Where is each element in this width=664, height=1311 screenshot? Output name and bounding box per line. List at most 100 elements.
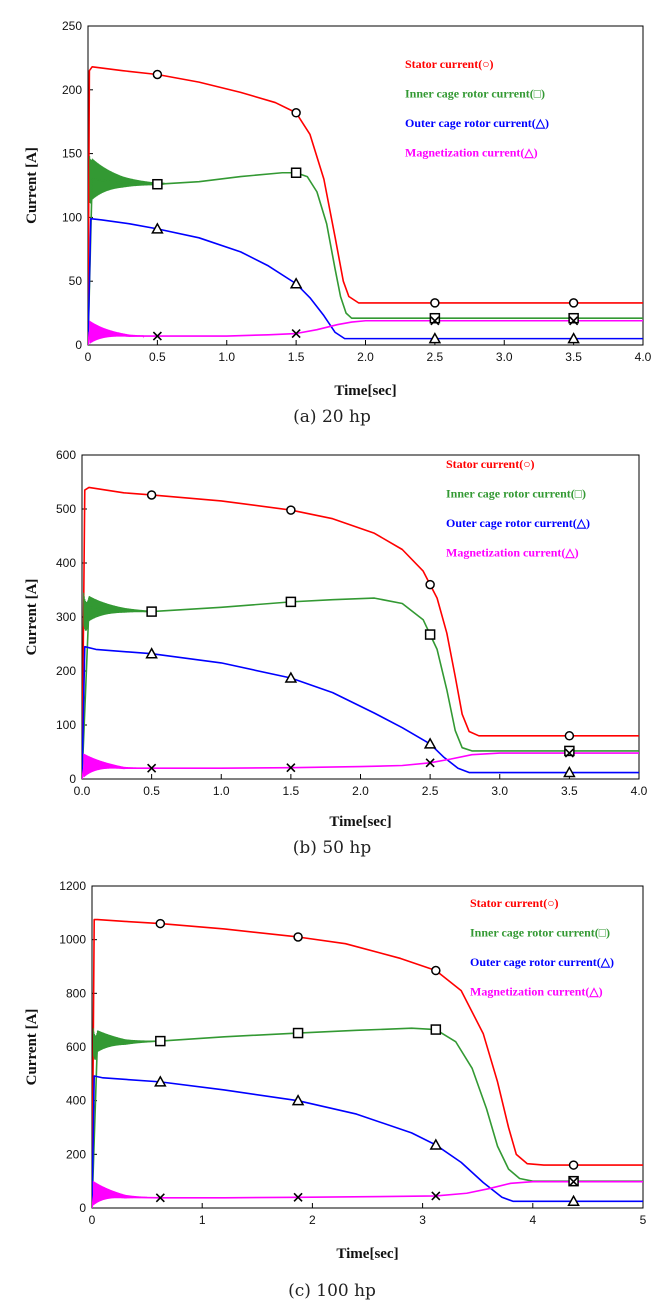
data-marker-circle bbox=[152, 69, 163, 80]
y-tick-label: 0 bbox=[69, 772, 76, 786]
data-marker-x bbox=[155, 1193, 165, 1203]
legend-entry-magnetization-current: Magnetization current(△) bbox=[446, 546, 579, 560]
data-marker-x bbox=[152, 331, 162, 341]
x-tick-label: 1.5 bbox=[288, 350, 305, 364]
plot-frame bbox=[87, 25, 644, 346]
series-line-outer-cage-rotor-current bbox=[82, 645, 639, 779]
data-marker-circle bbox=[293, 932, 303, 942]
x-tick-label: 4 bbox=[529, 1213, 536, 1227]
data-marker-triangle bbox=[151, 222, 164, 234]
x-tick-label: 2.5 bbox=[427, 350, 444, 364]
data-marker-x bbox=[293, 1192, 303, 1202]
x-tick-label: 1 bbox=[199, 1213, 206, 1227]
chart-caption: (a) 20 hp bbox=[293, 407, 371, 427]
x-tick-label: 1.5 bbox=[283, 784, 300, 798]
series-line-inner-cage-rotor-current bbox=[92, 1027, 643, 1208]
x-tick-label: 3.5 bbox=[561, 784, 578, 798]
data-marker-square bbox=[568, 312, 579, 324]
y-axis-label: Current [A] bbox=[24, 1009, 40, 1086]
data-marker-triangle bbox=[291, 1094, 305, 1106]
y-tick-label: 600 bbox=[56, 448, 76, 462]
x-tick-label: 4.0 bbox=[631, 784, 648, 798]
chart-panel-a: 0 0.5 1.0 1.5 2.0 2.5 3.0 3.5 4.0 0 50 100 150 200 250… bbox=[0, 0, 664, 440]
data-marker-triangle bbox=[567, 332, 580, 344]
data-marker-x bbox=[425, 758, 435, 768]
chart-panel-c: 0 1 2 3 4 5 0 200 400 600 800 1000 1200 Time[sec] Curr… bbox=[0, 873, 664, 1311]
data-marker-circle bbox=[564, 731, 575, 741]
y-tick-label: 600 bbox=[66, 1040, 86, 1054]
x-axis-label: Time[sec] bbox=[336, 1246, 398, 1262]
chart-panel-b: 0.0 0.5 1.0 1.5 2.0 2.5 3.0 3.5 4.0 0 100 200 300 400… bbox=[0, 445, 664, 875]
y-tick-label: 0 bbox=[75, 338, 82, 352]
x-tick-label: 3.5 bbox=[565, 350, 582, 364]
series-line-magnetization-current bbox=[82, 752, 639, 779]
data-marker-x bbox=[286, 763, 296, 773]
data-marker-circle bbox=[155, 918, 166, 929]
x-tick-label: 3.0 bbox=[491, 784, 508, 798]
series-line-magnetization-current bbox=[92, 1180, 643, 1208]
data-marker-square bbox=[290, 167, 302, 178]
data-marker-x bbox=[569, 1177, 579, 1187]
series-line-inner-cage-rotor-current bbox=[82, 597, 639, 779]
legend-entry-outer-cage-rotor-current: Outer cage rotor current(△) bbox=[446, 516, 590, 530]
legend-entry-magnetization-current: Magnetization current(△) bbox=[405, 146, 538, 160]
x-tick-label: 4.0 bbox=[635, 350, 652, 364]
data-marker-x bbox=[430, 316, 440, 326]
data-marker-square bbox=[429, 312, 441, 324]
series-line-stator-current bbox=[82, 486, 639, 779]
data-marker-circle bbox=[291, 108, 301, 118]
y-tick-label: 400 bbox=[66, 1094, 86, 1108]
data-marker-square bbox=[292, 1027, 304, 1039]
series-transient-magnetization-current bbox=[83, 753, 139, 778]
data-marker-circle bbox=[286, 505, 296, 515]
y-tick-label: 200 bbox=[56, 664, 76, 678]
y-tick-label: 150 bbox=[62, 147, 82, 161]
x-tick-label: 3 bbox=[419, 1213, 426, 1227]
y-tick-label: 200 bbox=[66, 1147, 86, 1161]
x-tick-label: 0.0 bbox=[74, 784, 91, 798]
series-line-magnetization-current bbox=[88, 319, 643, 345]
y-tick-label: 400 bbox=[56, 556, 76, 570]
data-marker-circle bbox=[568, 1160, 579, 1170]
y-tick-label: 0 bbox=[79, 1201, 86, 1215]
chart-b-svg: 0.0 0.5 1.0 1.5 2.0 2.5 3.0 3.5 4.0 0 100 200 300 400… bbox=[24, 448, 648, 830]
y-tick-label: 800 bbox=[66, 986, 86, 1000]
data-marker-circle bbox=[425, 579, 435, 590]
plot-frame bbox=[81, 454, 640, 780]
data-marker-circle bbox=[568, 298, 579, 308]
data-marker-triangle bbox=[429, 1138, 443, 1150]
chart-c-svg: 0 1 2 3 4 5 0 200 400 600 800 1000 1200 Time[sec] Curr… bbox=[24, 879, 647, 1262]
series-line-inner-cage-rotor-current bbox=[88, 171, 643, 345]
x-tick-label: 0.5 bbox=[149, 350, 166, 364]
x-tick-label: 3.0 bbox=[496, 350, 513, 364]
y-tick-label: 250 bbox=[62, 19, 82, 33]
chart-caption: (c) 100 hp bbox=[288, 1281, 376, 1301]
x-tick-label: 5 bbox=[640, 1213, 647, 1227]
x-tick-label: 2.0 bbox=[357, 350, 374, 364]
data-marker-triangle bbox=[145, 647, 158, 659]
data-marker-square bbox=[152, 178, 163, 190]
y-axis-label: Current [A] bbox=[24, 147, 40, 224]
data-marker-square bbox=[430, 1024, 442, 1035]
data-marker-triangle bbox=[423, 737, 437, 749]
x-tick-label: 0.5 bbox=[143, 784, 160, 798]
x-tick-label: 0 bbox=[85, 350, 92, 364]
y-axis-label: Current [A] bbox=[24, 579, 40, 656]
x-tick-label: 2.5 bbox=[422, 784, 439, 798]
x-tick-label: 1.0 bbox=[218, 350, 235, 364]
legend-entry-magnetization-current: Magnetization current(△) bbox=[470, 985, 603, 999]
legend-entry-stator-current: Stator current(○) bbox=[405, 57, 493, 71]
x-axis-label: Time[sec] bbox=[334, 383, 396, 399]
data-marker-triangle bbox=[289, 277, 303, 289]
legend-entry-inner-cage-rotor-current: Inner cage rotor current(□) bbox=[446, 487, 586, 501]
x-tick-label: 1.0 bbox=[213, 784, 230, 798]
y-tick-label: 1000 bbox=[59, 933, 86, 947]
data-marker-circle bbox=[431, 965, 441, 976]
legend-entry-stator-current: Stator current(○) bbox=[446, 457, 534, 471]
series-line-outer-cage-rotor-current bbox=[92, 1075, 643, 1208]
data-marker-square bbox=[146, 606, 157, 617]
chart-caption: (b) 50 hp bbox=[292, 838, 372, 858]
x-axis-label: Time[sec] bbox=[329, 814, 391, 830]
legend-entry-inner-cage-rotor-current: Inner cage rotor current(□) bbox=[405, 87, 545, 101]
series-line-stator-current bbox=[88, 66, 643, 345]
